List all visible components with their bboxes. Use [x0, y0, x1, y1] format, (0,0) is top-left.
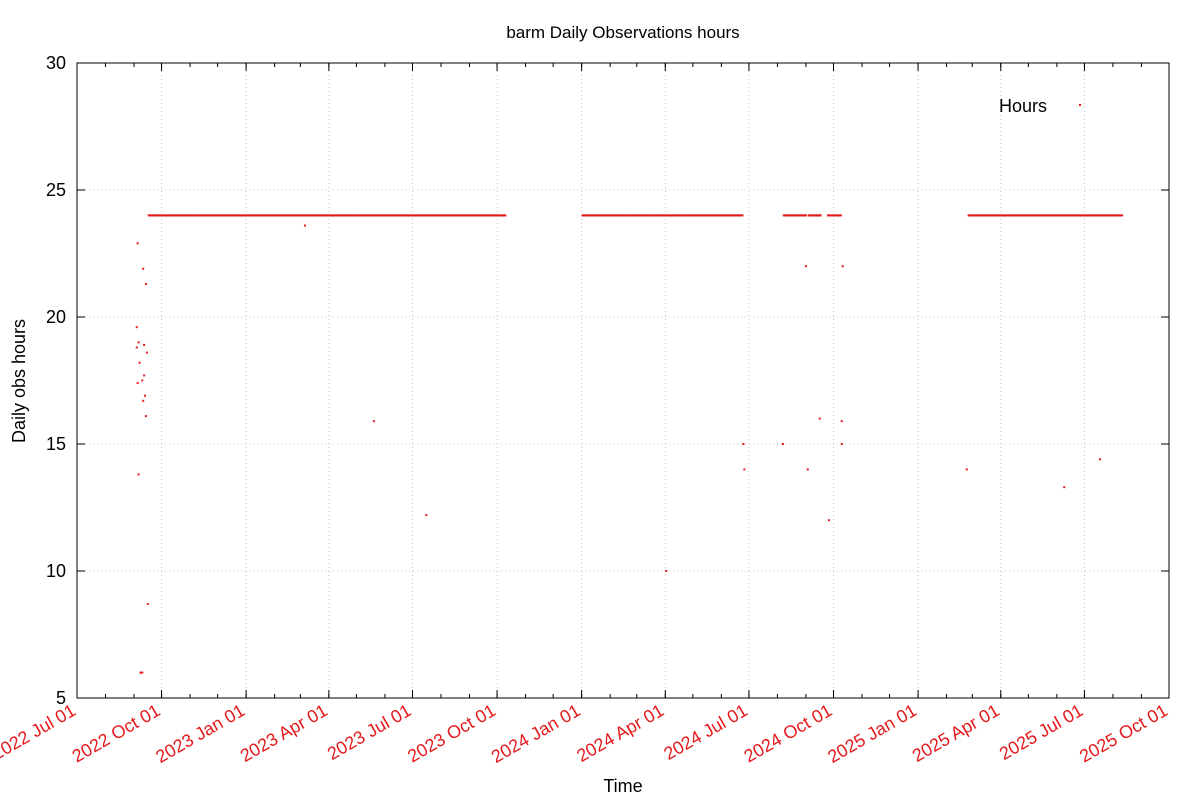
data-point — [138, 361, 141, 364]
data-point — [781, 443, 784, 445]
data-point — [135, 346, 138, 349]
plot-frame — [76, 62, 1170, 699]
data-point — [804, 214, 807, 217]
data-point — [144, 282, 147, 285]
data-point — [136, 382, 139, 385]
data-points — [135, 214, 1124, 674]
data-point — [143, 374, 146, 377]
data-point — [303, 224, 306, 227]
data-point — [145, 351, 148, 354]
data-point — [1063, 486, 1066, 489]
data-point — [1099, 458, 1102, 461]
data-point — [143, 343, 146, 346]
ticks — [76, 62, 1170, 699]
data-point — [137, 473, 140, 476]
data-point — [135, 326, 138, 329]
y-tick-label: 10 — [46, 561, 66, 581]
data-point — [965, 468, 968, 471]
legend-marker — [1079, 104, 1081, 106]
data-point — [504, 214, 507, 217]
data-point — [839, 214, 842, 217]
data-point — [141, 671, 144, 674]
legend: Hours — [999, 96, 1081, 116]
y-tick-label: 15 — [46, 434, 66, 454]
data-point — [144, 415, 147, 418]
data-point — [425, 514, 428, 517]
y-tick-label: 25 — [46, 180, 66, 200]
data-point — [818, 417, 821, 420]
data-point — [372, 420, 375, 423]
y-axis-label: Daily obs hours — [9, 319, 29, 443]
data-point — [804, 265, 807, 268]
y-tick-label: 20 — [46, 307, 66, 327]
data-point — [137, 341, 140, 344]
data-point — [806, 468, 809, 471]
data-point — [742, 443, 745, 445]
data-point — [136, 242, 139, 245]
data-point — [144, 394, 147, 397]
data-point — [146, 603, 149, 606]
data-point — [840, 420, 843, 423]
data-point — [142, 267, 145, 270]
data-point — [840, 443, 843, 445]
data-point — [827, 519, 830, 522]
chart-title: barm Daily Observations hours — [506, 23, 739, 42]
data-point — [743, 468, 746, 471]
x-axis-label: Time — [603, 776, 642, 796]
data-point — [741, 214, 744, 217]
y-tick-labels: 5 10 15 20 25 30 — [46, 53, 66, 708]
legend-label: Hours — [999, 96, 1047, 116]
y-tick-label: 5 — [56, 688, 66, 708]
data-point — [141, 379, 144, 382]
data-point — [142, 399, 145, 402]
data-point — [819, 214, 822, 217]
data-point — [1121, 214, 1124, 217]
data-point — [841, 265, 844, 268]
data-point — [665, 570, 668, 572]
y-tick-label: 30 — [46, 53, 66, 73]
